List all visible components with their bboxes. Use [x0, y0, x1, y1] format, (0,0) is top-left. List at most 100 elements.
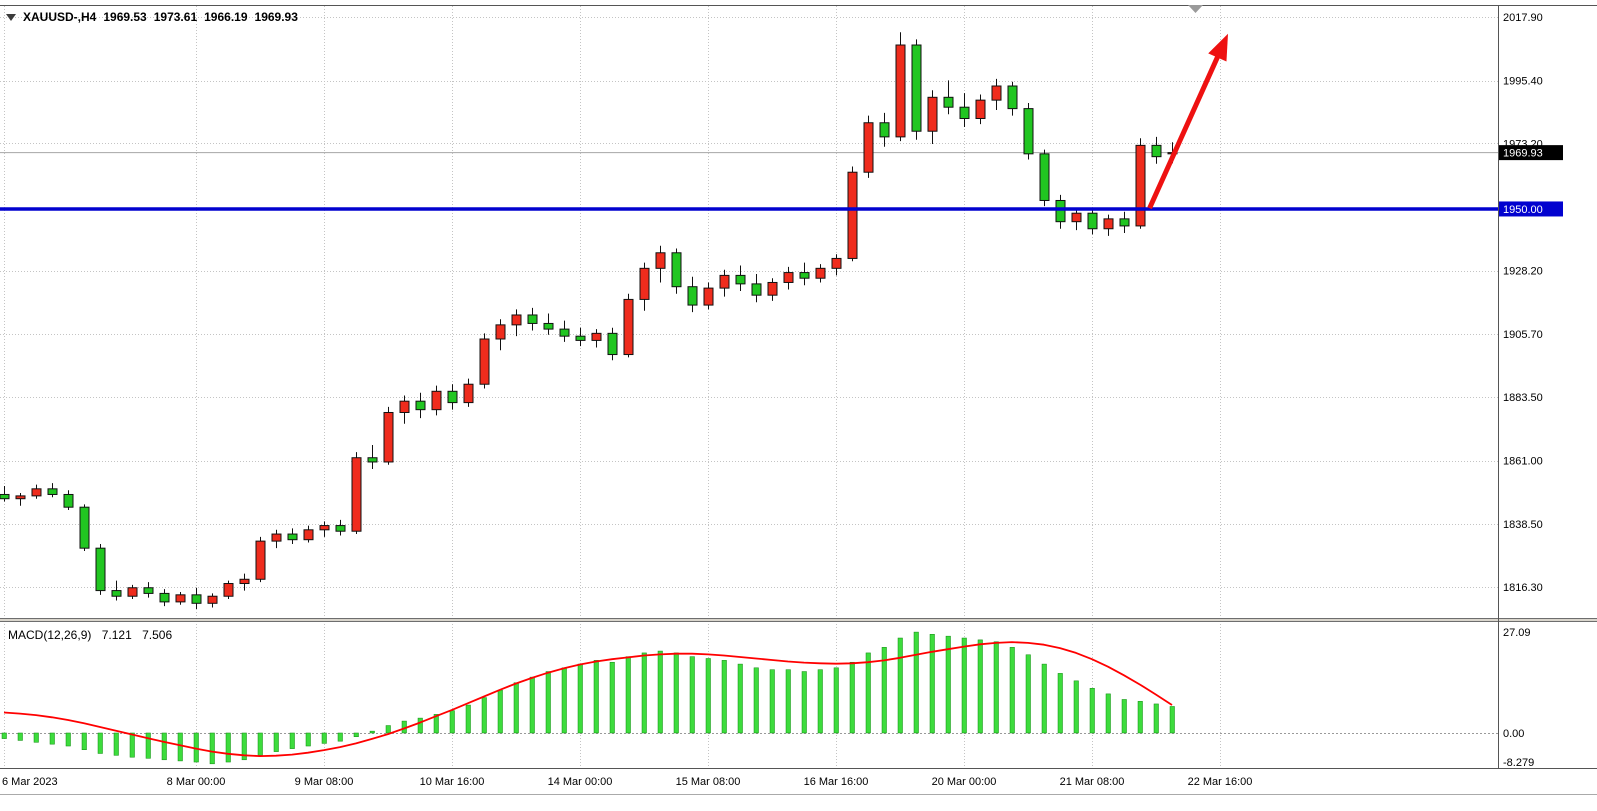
- macd-histogram-bar: [273, 732, 279, 752]
- macd-histogram-bar: [673, 652, 679, 734]
- macd-histogram-bar: [1073, 680, 1079, 734]
- candle-body: [863, 122, 874, 173]
- candle-body: [223, 583, 234, 597]
- candle-body: [191, 594, 202, 604]
- macd-signal-line: [3, 641, 1173, 757]
- candle-body: [239, 578, 250, 585]
- time-axis-label: 15 Mar 08:00: [676, 776, 741, 788]
- macd-histogram-bar: [433, 714, 439, 734]
- time-axis-label: 21 Mar 08:00: [1060, 776, 1125, 788]
- macd-histogram-bar: [993, 641, 999, 734]
- hline-price-badge: [1499, 201, 1563, 217]
- price-axis-label: 2017.90: [1503, 12, 1543, 24]
- candle-body: [559, 328, 570, 337]
- candle-body: [1087, 212, 1098, 230]
- candle-body: [703, 287, 714, 306]
- candle-body: [879, 122, 890, 138]
- candle-body: [159, 592, 170, 603]
- candles-layer: [0, 32, 1178, 609]
- time-axis: 6 Mar 2023 8 Mar 00:00 9 Mar 08:00 10 Mar 1…: [2, 776, 1252, 788]
- candle-body: [287, 533, 298, 541]
- macd-histogram-bar: [225, 732, 231, 763]
- candle-body: [351, 457, 362, 532]
- macd-histogram-bar: [689, 656, 695, 734]
- time-axis-label: 16 Mar 16:00: [804, 776, 869, 788]
- symbol-collapse-icon[interactable]: [6, 13, 16, 21]
- candle-body: [175, 594, 186, 603]
- candle-body: [463, 383, 474, 404]
- time-axis-label: 10 Mar 16:00: [420, 776, 485, 788]
- candle-body: [255, 540, 266, 580]
- time-axis-label: 8 Mar 00:00: [167, 776, 226, 788]
- macd-histogram-bar: [641, 652, 647, 734]
- macd-histogram-bar: [145, 732, 151, 759]
- candle-body: [943, 96, 954, 108]
- macd-histogram-bar: [177, 732, 183, 762]
- macd-histogram-bar: [945, 635, 951, 734]
- macd-histogram-bar: [785, 669, 791, 734]
- macd-histogram-bar: [49, 732, 55, 745]
- candle-body: [271, 533, 282, 542]
- macd-histogram-bar: [257, 732, 263, 756]
- candle-body: [527, 314, 538, 324]
- macd-histogram-bar: [833, 667, 839, 734]
- macd-histogram-bar: [705, 658, 711, 734]
- macd-histogram-bar: [737, 663, 743, 734]
- trend-arrow[interactable]: [1147, 33, 1228, 210]
- macd-histogram-bar: [961, 637, 967, 734]
- macd-name: MACD(12,26,9): [8, 628, 92, 642]
- candle-body: [975, 99, 986, 120]
- candle-body: [799, 272, 810, 279]
- macd-histogram-bar: [113, 732, 119, 756]
- pane-separator[interactable]: [0, 618, 1597, 622]
- macd-axis-label: 0.00: [1503, 728, 1524, 740]
- macd-histogram-bar: [33, 732, 39, 743]
- macd-histogram-bar: [241, 732, 247, 761]
- candle-body: [79, 506, 90, 549]
- macd-histogram-bar: [1137, 701, 1143, 734]
- candle-body: [783, 272, 794, 283]
- candle-body: [319, 525, 330, 531]
- macd-histogram-bar: [881, 647, 887, 734]
- price-axis-label: 1928.20: [1503, 266, 1543, 278]
- chart-frame: [0, 5, 1597, 795]
- candle-body: [895, 44, 906, 138]
- candle-body: [1039, 153, 1050, 201]
- macd-histogram-bar: [721, 660, 727, 734]
- candle-body: [479, 338, 490, 385]
- candle-body: [1135, 144, 1146, 227]
- macd-main-value: 7.121: [101, 628, 132, 642]
- candle-body: [111, 590, 122, 597]
- candle-body: [383, 411, 394, 463]
- chart-shift-marker-icon[interactable]: [1188, 5, 1203, 13]
- candle-body: [0, 493, 10, 500]
- candle-body: [767, 281, 778, 296]
- macd-histogram-bar: [1, 732, 7, 739]
- hline-price-badge-text: 1950.00: [1503, 204, 1543, 216]
- price-axis-label: 1816.30: [1503, 582, 1543, 594]
- macd-histogram-bar: [609, 661, 615, 734]
- time-axis-label: 14 Mar 00:00: [548, 776, 613, 788]
- macd-histogram-bar: [801, 671, 807, 734]
- candle-body: [511, 314, 522, 326]
- macd-histogram-bar: [17, 732, 23, 741]
- macd-histogram-bar: [865, 652, 871, 734]
- macd-histogram-bar: [1121, 699, 1127, 734]
- macd-histogram-bar: [769, 669, 775, 734]
- macd-histogram-bar: [897, 637, 903, 734]
- macd-histogram-bar: [593, 660, 599, 734]
- candle-body: [751, 283, 762, 296]
- time-axis-label: 6 Mar 2023: [2, 776, 58, 788]
- macd-histogram-bar: [1009, 647, 1015, 734]
- price-axis: 2017.901995.401973.201928.201905.701883.…: [1503, 12, 1543, 769]
- macd-histogram-bar: [1105, 693, 1111, 734]
- candle-body: [143, 587, 154, 594]
- candle-body: [447, 390, 458, 404]
- macd-histogram-bar: [449, 710, 455, 734]
- macd-histogram-bar: [1041, 663, 1047, 734]
- candle-body: [831, 257, 842, 269]
- current-price-badge: [1499, 145, 1563, 161]
- candle-body: [687, 286, 698, 306]
- candle-body: [607, 332, 618, 356]
